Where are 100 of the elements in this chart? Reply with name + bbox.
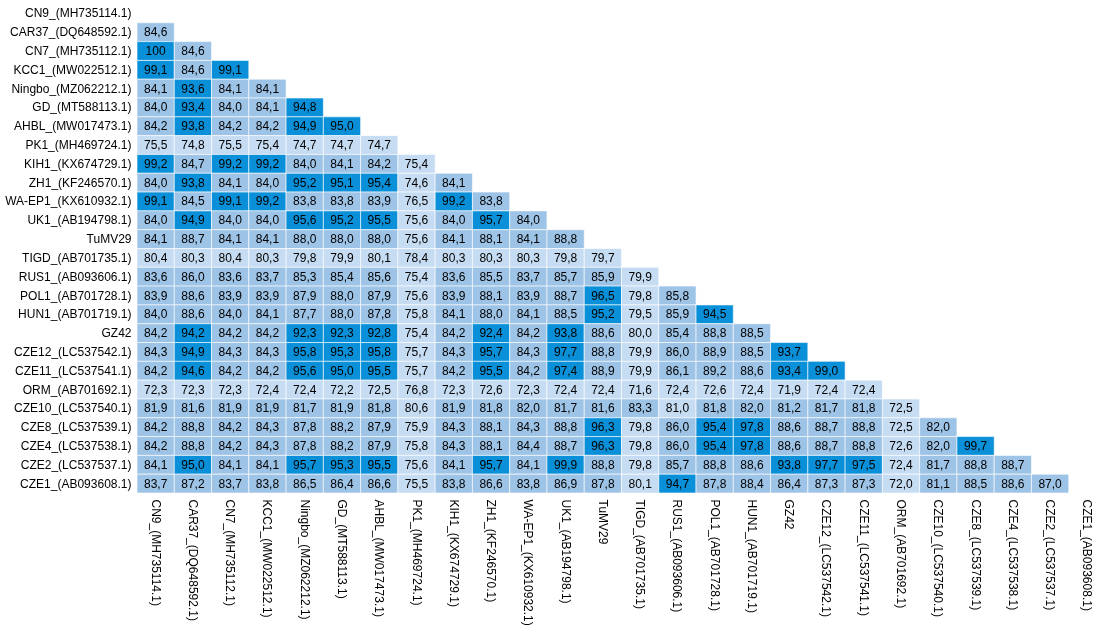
data-label: 83,9: [367, 194, 392, 209]
data-label: 88,6: [777, 420, 802, 435]
data-label: 84,3: [143, 344, 168, 359]
data-label: 86,6: [479, 476, 504, 491]
data-label: 86,0: [665, 438, 690, 453]
data-label: 83,8: [479, 194, 504, 209]
data-label: 83,9: [218, 288, 243, 303]
data-label: 84,3: [255, 420, 280, 435]
x-tick-label: POL1_(AB701728.1): [707, 499, 722, 611]
data-label: 84,2: [516, 326, 541, 341]
data-label: 87,8: [293, 438, 317, 453]
data-label: 84,0: [255, 175, 280, 190]
data-label: 88,8: [702, 457, 727, 472]
data-label: 81,8: [479, 401, 504, 416]
data-label: 74,7: [293, 138, 317, 153]
x-tick-label: AHBL_(MW017473.1): [372, 499, 387, 617]
data-label: 84,0: [516, 213, 541, 228]
data-label: 83,8: [293, 194, 317, 209]
data-label: 95,4: [702, 420, 727, 435]
data-label: 83,7: [143, 476, 168, 491]
data-label: 95,0: [181, 457, 205, 472]
data-label: 84,1: [143, 457, 168, 472]
data-label: 74,8: [181, 138, 205, 153]
data-label: 79,8: [553, 250, 578, 265]
data-label: 84,6: [143, 25, 168, 40]
data-label: 88,6: [591, 326, 615, 341]
data-label: 84,1: [442, 307, 466, 322]
data-label: 84,1: [218, 81, 243, 96]
data-label: 99,1: [143, 194, 168, 209]
data-label: 72,5: [889, 401, 914, 416]
data-label: 88,0: [330, 232, 354, 247]
data-label: 79,8: [628, 438, 653, 453]
data-label: 75,7: [404, 344, 429, 359]
data-label: 95,7: [293, 457, 317, 472]
data-label: 72,4: [293, 382, 317, 397]
data-label: 88,9: [702, 344, 727, 359]
data-label: 79,8: [628, 288, 653, 303]
y-tick-label: CAR37_(DQ648592.1): [10, 25, 132, 40]
data-label: 82,0: [740, 401, 764, 416]
x-tick-label: CZE1_(AB093608.1): [1080, 499, 1095, 611]
data-label: 84,3: [255, 438, 280, 453]
data-label: 88,0: [293, 232, 317, 247]
data-label: 95,0: [330, 119, 354, 134]
y-tick-label: AHBL_(MW017473.1): [14, 119, 132, 134]
data-label: 72,4: [665, 382, 690, 397]
data-label: 83,3: [628, 401, 653, 416]
data-label: 84,2: [516, 363, 541, 378]
data-label: 84,1: [255, 307, 280, 322]
data-label: 75,8: [404, 307, 429, 322]
data-label: 84,0: [255, 213, 280, 228]
data-label: 80,3: [181, 250, 205, 265]
data-label: 76,5: [404, 194, 429, 209]
data-label: 80,1: [628, 476, 653, 491]
data-label: 85,5: [479, 269, 504, 284]
data-label: 84,2: [218, 438, 243, 453]
data-label: 79,8: [628, 420, 653, 435]
data-label: 75,6: [404, 457, 429, 472]
data-label: 84,2: [442, 326, 466, 341]
data-label: 81,7: [814, 401, 839, 416]
data-label: 94,9: [181, 344, 205, 359]
data-label: 79,9: [628, 269, 653, 284]
data-label: 84,1: [255, 81, 280, 96]
data-label: 88,5: [553, 307, 578, 322]
data-label: 75,4: [255, 138, 280, 153]
data-label: 82,0: [516, 401, 541, 416]
data-label: 95,4: [367, 175, 392, 190]
data-label: 75,6: [404, 288, 429, 303]
data-label: 94,6: [181, 363, 205, 378]
data-label: 92,4: [479, 326, 504, 341]
data-label: 85,7: [665, 457, 690, 472]
data-label: 81,9: [330, 401, 354, 416]
data-label: 84,1: [516, 307, 541, 322]
data-label: 95,2: [330, 213, 354, 228]
data-label: 84,1: [516, 457, 541, 472]
data-label: 88,6: [1001, 476, 1025, 491]
data-label: 84,1: [516, 232, 541, 247]
data-label: 84,2: [143, 119, 168, 134]
data-label: 84,2: [143, 326, 168, 341]
data-label: 79,5: [628, 307, 653, 322]
data-label: 84,2: [218, 363, 243, 378]
data-label: 87,9: [367, 438, 392, 453]
data-label: 88,1: [479, 232, 504, 247]
data-label: 88,2: [330, 420, 354, 435]
data-label: 75,5: [218, 138, 243, 153]
y-tick-label: CZE1_(AB093608.1): [20, 476, 132, 491]
data-label: 75,8: [404, 438, 429, 453]
data-label: 84,0: [442, 213, 466, 228]
data-label: 83,8: [516, 476, 541, 491]
data-label: 84,1: [218, 457, 243, 472]
data-label: 81,6: [181, 401, 205, 416]
y-tick-label: CZE2_(LC537537.1): [20, 457, 132, 472]
data-label: 84,0: [218, 213, 243, 228]
data-label: 87,9: [367, 288, 392, 303]
data-label: 81,9: [255, 401, 280, 416]
data-label: 84,1: [143, 232, 168, 247]
data-label: 81,1: [926, 476, 951, 491]
data-label: 95,4: [702, 438, 727, 453]
data-label: 88,6: [777, 438, 802, 453]
x-tick-label: CN7_(MH735112.1): [223, 499, 238, 606]
x-tick-label: HUN1_(AB701719.1): [744, 499, 759, 613]
